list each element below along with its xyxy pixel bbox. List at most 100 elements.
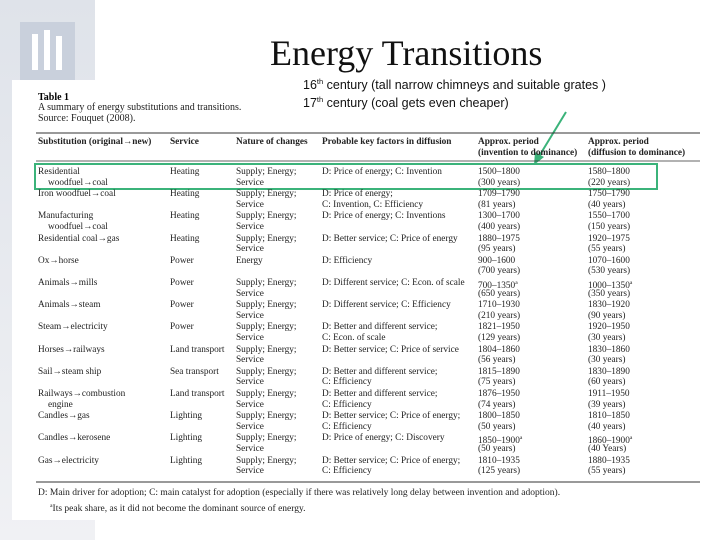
cell-text: 1880–1935 bbox=[588, 455, 630, 466]
table-cell: woodfuel→coal bbox=[48, 178, 108, 189]
table-cell: Service bbox=[236, 466, 264, 477]
table-cell: Lighting bbox=[170, 411, 202, 422]
cell-text: C: Econ. of scale bbox=[322, 333, 386, 343]
table-cell: 1880–1935 bbox=[588, 456, 630, 467]
cell-text: Supply; Energy; bbox=[236, 455, 297, 466]
column-header: Nature of changes bbox=[236, 137, 308, 147]
cell-text: Service bbox=[236, 421, 264, 432]
footnote: aIts peak share, as it did not become th… bbox=[50, 501, 306, 515]
cell-text: 1550–1700 bbox=[588, 211, 630, 222]
table-cell: D: Better and different service; bbox=[322, 322, 437, 333]
cell-text: 1815–1890 bbox=[478, 366, 520, 377]
cell-text: Supply; Energy; bbox=[236, 233, 297, 244]
cell-text: 1880–1975 bbox=[478, 233, 520, 244]
table-cell: Land transport bbox=[170, 389, 224, 400]
table-cell: 1804–1860 bbox=[478, 345, 520, 356]
table-cell: Service bbox=[236, 444, 264, 455]
cell-text: D: Better and different service; bbox=[322, 389, 438, 399]
cell-text: 1580–1800 bbox=[588, 167, 630, 177]
table-cell: D: Better service; C: Price of service bbox=[322, 345, 459, 356]
cell-text: Sail→steam ship bbox=[38, 366, 102, 377]
cell-text: Steam→electricity bbox=[38, 322, 108, 333]
cell-text: Power bbox=[170, 322, 194, 333]
footnote: D: Main driver for adoption; C: main cat… bbox=[38, 488, 561, 498]
table-cell: (56 years) bbox=[478, 355, 515, 366]
note: 16th century (tall narrow chimneys and s… bbox=[303, 77, 606, 92]
cell-text: 1830–1920 bbox=[588, 300, 630, 311]
cell-text: D: Price of energy; C: Inventions bbox=[322, 211, 446, 222]
cell-text: (40 years) bbox=[588, 199, 626, 210]
note-number: 17 bbox=[303, 96, 317, 111]
table-cell: Service bbox=[236, 178, 264, 189]
table-cell: engine bbox=[48, 400, 73, 411]
table-cell: 1300–1700 bbox=[478, 211, 520, 222]
highlight-box bbox=[34, 163, 658, 190]
table-cell: C: Invention, C: Efficiency bbox=[322, 200, 423, 211]
cell-text: 900–1600 bbox=[478, 255, 516, 266]
cell-text: (40 years) bbox=[588, 421, 626, 432]
cell-text: Supply; Energy; bbox=[236, 433, 297, 444]
table-cell: (210 years) bbox=[478, 311, 520, 322]
cell-text: 1804–1860 bbox=[478, 344, 520, 355]
cell-text: (129 years) bbox=[478, 333, 521, 343]
table-cell: 1821–1950 bbox=[478, 322, 520, 333]
cell-text: (75 years) bbox=[478, 377, 516, 388]
table-cell: Candles→kerosene bbox=[38, 433, 110, 444]
cell-text: (56 years) bbox=[478, 355, 516, 366]
cell-text: (530 years) bbox=[588, 266, 631, 277]
table-cell: Supply; Energy; bbox=[236, 389, 297, 400]
cell-text: 1830–1860 bbox=[588, 344, 630, 355]
cell-text: Service bbox=[236, 222, 264, 232]
table-caption: A summary of energy substitutions and tr… bbox=[38, 102, 242, 113]
table-cell: Supply; Energy; bbox=[236, 411, 297, 422]
cell-text: Service bbox=[236, 244, 264, 255]
table-cell: Steam→electricity bbox=[38, 322, 108, 333]
table-cell: Heating bbox=[170, 167, 199, 178]
table-cell: Supply; Energy; bbox=[236, 367, 297, 378]
table-cell: Supply; Energy; bbox=[236, 167, 297, 178]
table-cell: Service bbox=[236, 355, 264, 366]
table-cell: Supply; Energy; bbox=[236, 189, 297, 200]
table-cell: Supply; Energy; bbox=[236, 345, 297, 356]
table-cell: (39 years) bbox=[588, 400, 625, 411]
table-cell: 1810–1935 bbox=[478, 456, 520, 467]
cell-text: (39 years) bbox=[588, 399, 626, 410]
table-cell: (125 years) bbox=[478, 466, 520, 477]
arrow-line bbox=[537, 111, 567, 159]
cell-text: Lighting bbox=[170, 433, 203, 444]
table-cell: Service bbox=[236, 377, 264, 388]
table-cell: (530 years) bbox=[588, 266, 630, 277]
cell-text: Animals→mills bbox=[38, 278, 98, 288]
table-cell: (95 years) bbox=[478, 244, 515, 255]
table-cell: (129 years) bbox=[478, 333, 520, 344]
table-cell: D: Better and different service; bbox=[322, 367, 437, 378]
cell-text: 1911–1950 bbox=[588, 389, 630, 399]
cell-text: Service bbox=[236, 355, 264, 366]
table-cell: 1830–1860 bbox=[588, 345, 630, 356]
table-cell: Residential coal→gas bbox=[38, 234, 119, 245]
table-cell: 900–1600 bbox=[478, 256, 515, 267]
table-cell: D: Better service; C: Price of energy; bbox=[322, 456, 460, 467]
cell-text: Supply; Energy; bbox=[236, 411, 297, 422]
cell-text: Heating bbox=[170, 211, 200, 222]
table-cell: C: Efficiency bbox=[322, 466, 372, 477]
cell-text: Service bbox=[236, 399, 264, 410]
cell-text: Land transport bbox=[170, 344, 225, 355]
table-cell: D: Different service; C: Efficiency bbox=[322, 300, 451, 311]
table-cell: (650 years) bbox=[478, 289, 520, 300]
table-cell: (150 years) bbox=[588, 222, 630, 233]
table-cell: (75 years) bbox=[478, 377, 515, 388]
table-cell: (30 years) bbox=[588, 355, 625, 366]
cell-text: D: Price of energy; C: Invention bbox=[322, 167, 442, 177]
footnote-marker: a bbox=[519, 435, 523, 442]
cell-text: Residential bbox=[38, 167, 80, 177]
cell-text: 1920–1975 bbox=[588, 233, 630, 244]
cell-text: Lighting bbox=[170, 411, 203, 422]
cell-text: (30 years) bbox=[588, 333, 626, 343]
table-cell: Lighting bbox=[170, 433, 202, 444]
table-cell: Supply; Energy; bbox=[236, 456, 297, 467]
table-cell: 1830–1890 bbox=[588, 367, 630, 378]
column-header: Approx. period bbox=[478, 137, 539, 147]
cell-text: 1800–1850 bbox=[478, 411, 520, 422]
